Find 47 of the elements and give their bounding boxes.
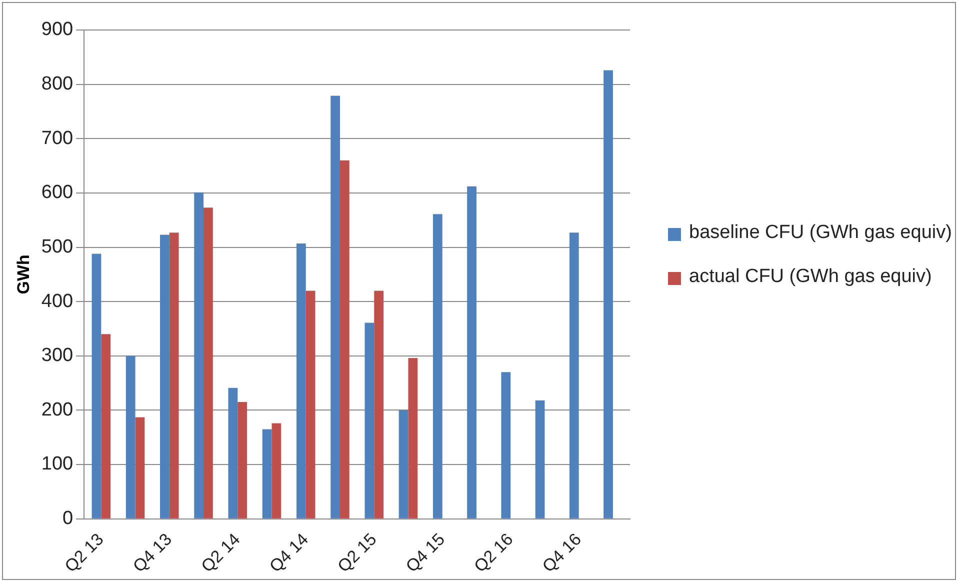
bar [467,186,476,518]
bar [501,372,511,518]
legend-label: actual CFU (GWh gas equiv) [689,266,932,288]
bar [135,417,145,518]
bar [364,322,374,518]
bar [604,70,613,518]
x-tick-label: Q2 13 [61,530,108,576]
bar [330,96,340,518]
x-tick-label: Q2 15 [334,530,380,576]
bar [296,243,306,518]
x-tick-label: Q4 13 [129,530,176,576]
x-tick-label: Q4 16 [538,530,585,576]
y-tick-label: 200 [41,399,74,420]
x-tick-label: Q4 15 [402,530,448,576]
y-tick-label: 500 [41,236,74,258]
bar [194,192,204,518]
y-tick-label: 600 [41,182,74,204]
y-tick-label: 900 [41,19,74,40]
legend-label: baseline CFU (GWh gas equiv) [689,222,952,244]
bar [272,423,282,518]
x-tick-label: Q2 16 [470,530,517,576]
bar [340,160,350,518]
bar [408,358,418,518]
y-tick-label: 100 [41,454,74,475]
y-tick-label: 700 [41,128,74,149]
bar [204,208,213,518]
x-tick-label: Q4 14 [266,530,312,576]
bar [160,234,170,518]
y-tick-label: 400 [41,290,74,312]
bar [306,290,316,518]
bar [398,410,408,518]
bar [228,388,238,518]
bar [169,232,179,518]
bar [126,356,136,518]
bar [101,334,111,518]
bar [569,232,579,518]
bar [535,400,545,518]
y-axis-title: GWh [14,254,33,294]
x-tick-label: Q2 14 [198,530,244,576]
bar [374,290,384,518]
y-tick-label: 0 [62,508,74,530]
y-tick-label: 800 [41,74,74,95]
bar [432,214,442,518]
bar [238,402,248,518]
bar [92,254,102,518]
bar [262,429,272,518]
y-tick-label: 300 [41,345,74,366]
